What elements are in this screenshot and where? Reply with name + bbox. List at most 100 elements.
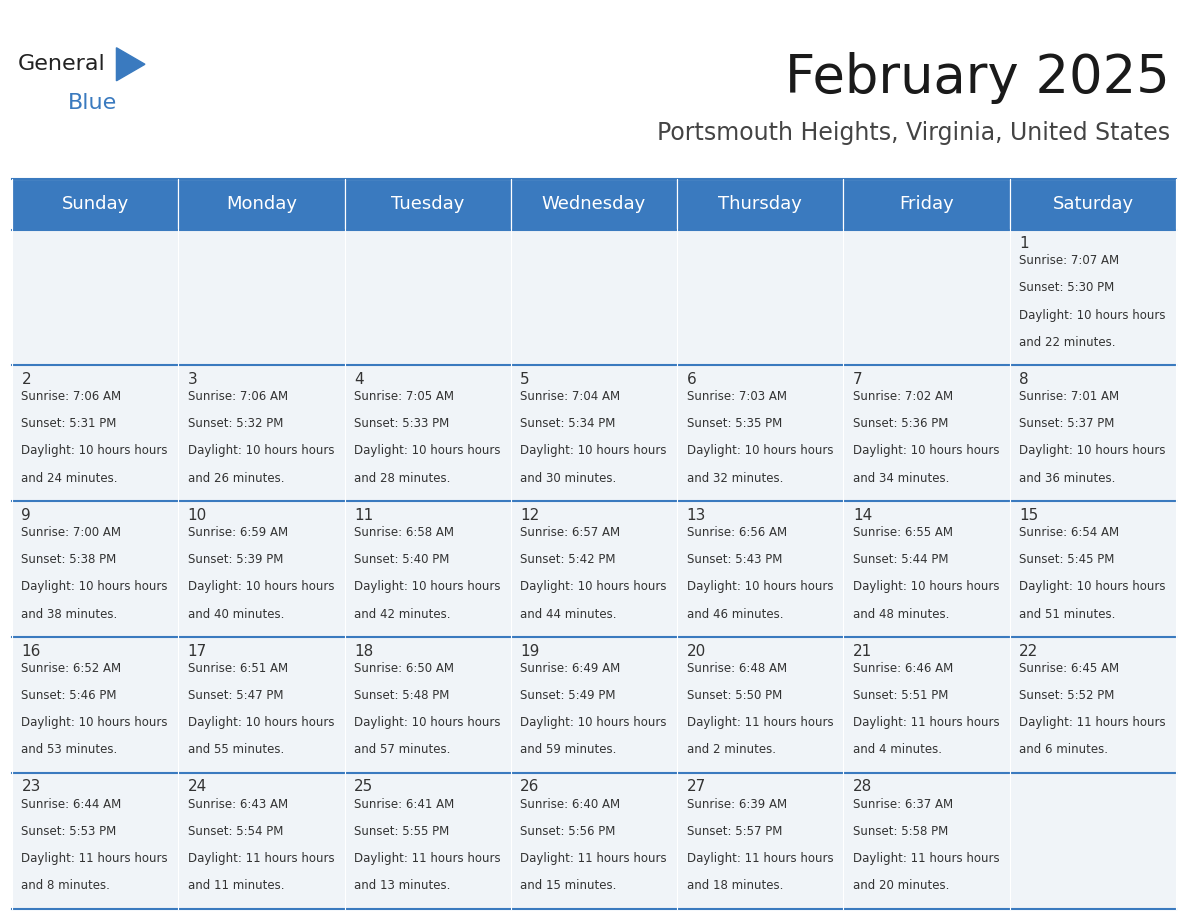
Text: and 55 minutes.: and 55 minutes. [188, 744, 284, 756]
Polygon shape [116, 48, 145, 81]
Text: Sunrise: 6:57 AM: Sunrise: 6:57 AM [520, 526, 620, 539]
Text: Daylight: 11 hours hours: Daylight: 11 hours hours [1019, 716, 1165, 729]
FancyBboxPatch shape [843, 230, 1010, 365]
Text: Monday: Monday [226, 196, 297, 213]
Text: Sunset: 5:35 PM: Sunset: 5:35 PM [687, 418, 782, 431]
Text: Daylight: 10 hours hours: Daylight: 10 hours hours [354, 580, 500, 593]
Text: Daylight: 10 hours hours: Daylight: 10 hours hours [520, 716, 666, 729]
Text: 16: 16 [21, 644, 40, 658]
Text: Sunset: 5:52 PM: Sunset: 5:52 PM [1019, 689, 1114, 702]
Text: and 36 minutes.: and 36 minutes. [1019, 472, 1116, 485]
Text: and 8 minutes.: and 8 minutes. [21, 879, 110, 892]
Text: 4: 4 [354, 372, 364, 386]
Text: Tuesday: Tuesday [391, 196, 465, 213]
Text: and 22 minutes.: and 22 minutes. [1019, 336, 1116, 349]
Text: 20: 20 [687, 644, 706, 658]
Text: Sunrise: 6:55 AM: Sunrise: 6:55 AM [853, 526, 953, 539]
Text: Sunset: 5:31 PM: Sunset: 5:31 PM [21, 418, 116, 431]
Text: Sunrise: 6:51 AM: Sunrise: 6:51 AM [188, 662, 287, 675]
FancyBboxPatch shape [1010, 637, 1176, 773]
FancyBboxPatch shape [178, 501, 345, 637]
Text: Sunrise: 6:41 AM: Sunrise: 6:41 AM [354, 798, 454, 811]
Text: Sunset: 5:48 PM: Sunset: 5:48 PM [354, 689, 449, 702]
FancyBboxPatch shape [1010, 501, 1176, 637]
Text: Daylight: 10 hours hours: Daylight: 10 hours hours [1019, 308, 1165, 321]
Text: and 53 minutes.: and 53 minutes. [21, 744, 118, 756]
Text: Sunrise: 6:56 AM: Sunrise: 6:56 AM [687, 526, 786, 539]
Text: 24: 24 [188, 779, 207, 794]
Text: February 2025: February 2025 [785, 52, 1170, 104]
Text: Sunrise: 6:59 AM: Sunrise: 6:59 AM [188, 526, 287, 539]
Text: 6: 6 [687, 372, 696, 386]
FancyBboxPatch shape [843, 179, 1010, 230]
Text: Sunrise: 7:06 AM: Sunrise: 7:06 AM [188, 390, 287, 403]
Text: 8: 8 [1019, 372, 1029, 386]
Text: Sunset: 5:46 PM: Sunset: 5:46 PM [21, 689, 116, 702]
Text: Daylight: 10 hours hours: Daylight: 10 hours hours [21, 444, 168, 457]
Text: 2: 2 [21, 372, 31, 386]
Text: Sunrise: 6:48 AM: Sunrise: 6:48 AM [687, 662, 786, 675]
Text: Daylight: 11 hours hours: Daylight: 11 hours hours [687, 852, 833, 865]
Text: Thursday: Thursday [719, 196, 802, 213]
FancyBboxPatch shape [677, 365, 843, 501]
Text: Daylight: 10 hours hours: Daylight: 10 hours hours [853, 444, 999, 457]
FancyBboxPatch shape [1010, 179, 1176, 230]
Text: Sunset: 5:40 PM: Sunset: 5:40 PM [354, 554, 449, 566]
Text: Daylight: 11 hours hours: Daylight: 11 hours hours [520, 852, 666, 865]
Text: Daylight: 10 hours hours: Daylight: 10 hours hours [188, 444, 334, 457]
FancyBboxPatch shape [12, 637, 178, 773]
Text: and 26 minutes.: and 26 minutes. [188, 472, 284, 485]
Text: and 51 minutes.: and 51 minutes. [1019, 608, 1116, 621]
Text: 5: 5 [520, 372, 530, 386]
Text: Sunset: 5:44 PM: Sunset: 5:44 PM [853, 554, 948, 566]
Text: Daylight: 11 hours hours: Daylight: 11 hours hours [354, 852, 500, 865]
Text: Sunset: 5:42 PM: Sunset: 5:42 PM [520, 554, 615, 566]
FancyBboxPatch shape [178, 365, 345, 501]
Text: Saturday: Saturday [1053, 196, 1133, 213]
Text: Sunset: 5:38 PM: Sunset: 5:38 PM [21, 554, 116, 566]
Text: 19: 19 [520, 644, 539, 658]
Text: Daylight: 10 hours hours: Daylight: 10 hours hours [188, 580, 334, 593]
Text: Daylight: 10 hours hours: Daylight: 10 hours hours [520, 580, 666, 593]
Text: 14: 14 [853, 508, 872, 522]
Text: 21: 21 [853, 644, 872, 658]
FancyBboxPatch shape [12, 501, 178, 637]
FancyBboxPatch shape [677, 501, 843, 637]
Text: Daylight: 11 hours hours: Daylight: 11 hours hours [687, 716, 833, 729]
Text: Daylight: 10 hours hours: Daylight: 10 hours hours [1019, 580, 1165, 593]
Text: Daylight: 10 hours hours: Daylight: 10 hours hours [354, 444, 500, 457]
Text: Sunrise: 6:44 AM: Sunrise: 6:44 AM [21, 798, 121, 811]
FancyBboxPatch shape [345, 637, 511, 773]
Text: Wednesday: Wednesday [542, 196, 646, 213]
Text: General: General [18, 54, 106, 74]
Text: Sunrise: 7:07 AM: Sunrise: 7:07 AM [1019, 254, 1119, 267]
Text: Sunrise: 7:06 AM: Sunrise: 7:06 AM [21, 390, 121, 403]
Text: Sunrise: 6:54 AM: Sunrise: 6:54 AM [1019, 526, 1119, 539]
Text: Daylight: 11 hours hours: Daylight: 11 hours hours [853, 852, 999, 865]
Text: and 48 minutes.: and 48 minutes. [853, 608, 949, 621]
Text: Sunday: Sunday [62, 196, 128, 213]
Text: Sunrise: 6:52 AM: Sunrise: 6:52 AM [21, 662, 121, 675]
Text: Sunrise: 7:03 AM: Sunrise: 7:03 AM [687, 390, 786, 403]
Text: Sunrise: 6:50 AM: Sunrise: 6:50 AM [354, 662, 454, 675]
Text: and 59 minutes.: and 59 minutes. [520, 744, 617, 756]
Text: Sunrise: 6:39 AM: Sunrise: 6:39 AM [687, 798, 786, 811]
Text: and 11 minutes.: and 11 minutes. [188, 879, 284, 892]
Text: and 42 minutes.: and 42 minutes. [354, 608, 450, 621]
Text: Sunrise: 6:43 AM: Sunrise: 6:43 AM [188, 798, 287, 811]
FancyBboxPatch shape [677, 773, 843, 909]
Text: Daylight: 11 hours hours: Daylight: 11 hours hours [21, 852, 168, 865]
Text: Daylight: 10 hours hours: Daylight: 10 hours hours [21, 716, 168, 729]
Text: Sunset: 5:56 PM: Sunset: 5:56 PM [520, 825, 615, 838]
Text: Sunset: 5:32 PM: Sunset: 5:32 PM [188, 418, 283, 431]
Text: Sunrise: 7:00 AM: Sunrise: 7:00 AM [21, 526, 121, 539]
Text: 12: 12 [520, 508, 539, 522]
Text: 10: 10 [188, 508, 207, 522]
Text: 22: 22 [1019, 644, 1038, 658]
Text: 7: 7 [853, 372, 862, 386]
FancyBboxPatch shape [345, 365, 511, 501]
Text: and 6 minutes.: and 6 minutes. [1019, 744, 1108, 756]
Text: and 57 minutes.: and 57 minutes. [354, 744, 450, 756]
Text: 13: 13 [687, 508, 706, 522]
Text: Sunset: 5:39 PM: Sunset: 5:39 PM [188, 554, 283, 566]
